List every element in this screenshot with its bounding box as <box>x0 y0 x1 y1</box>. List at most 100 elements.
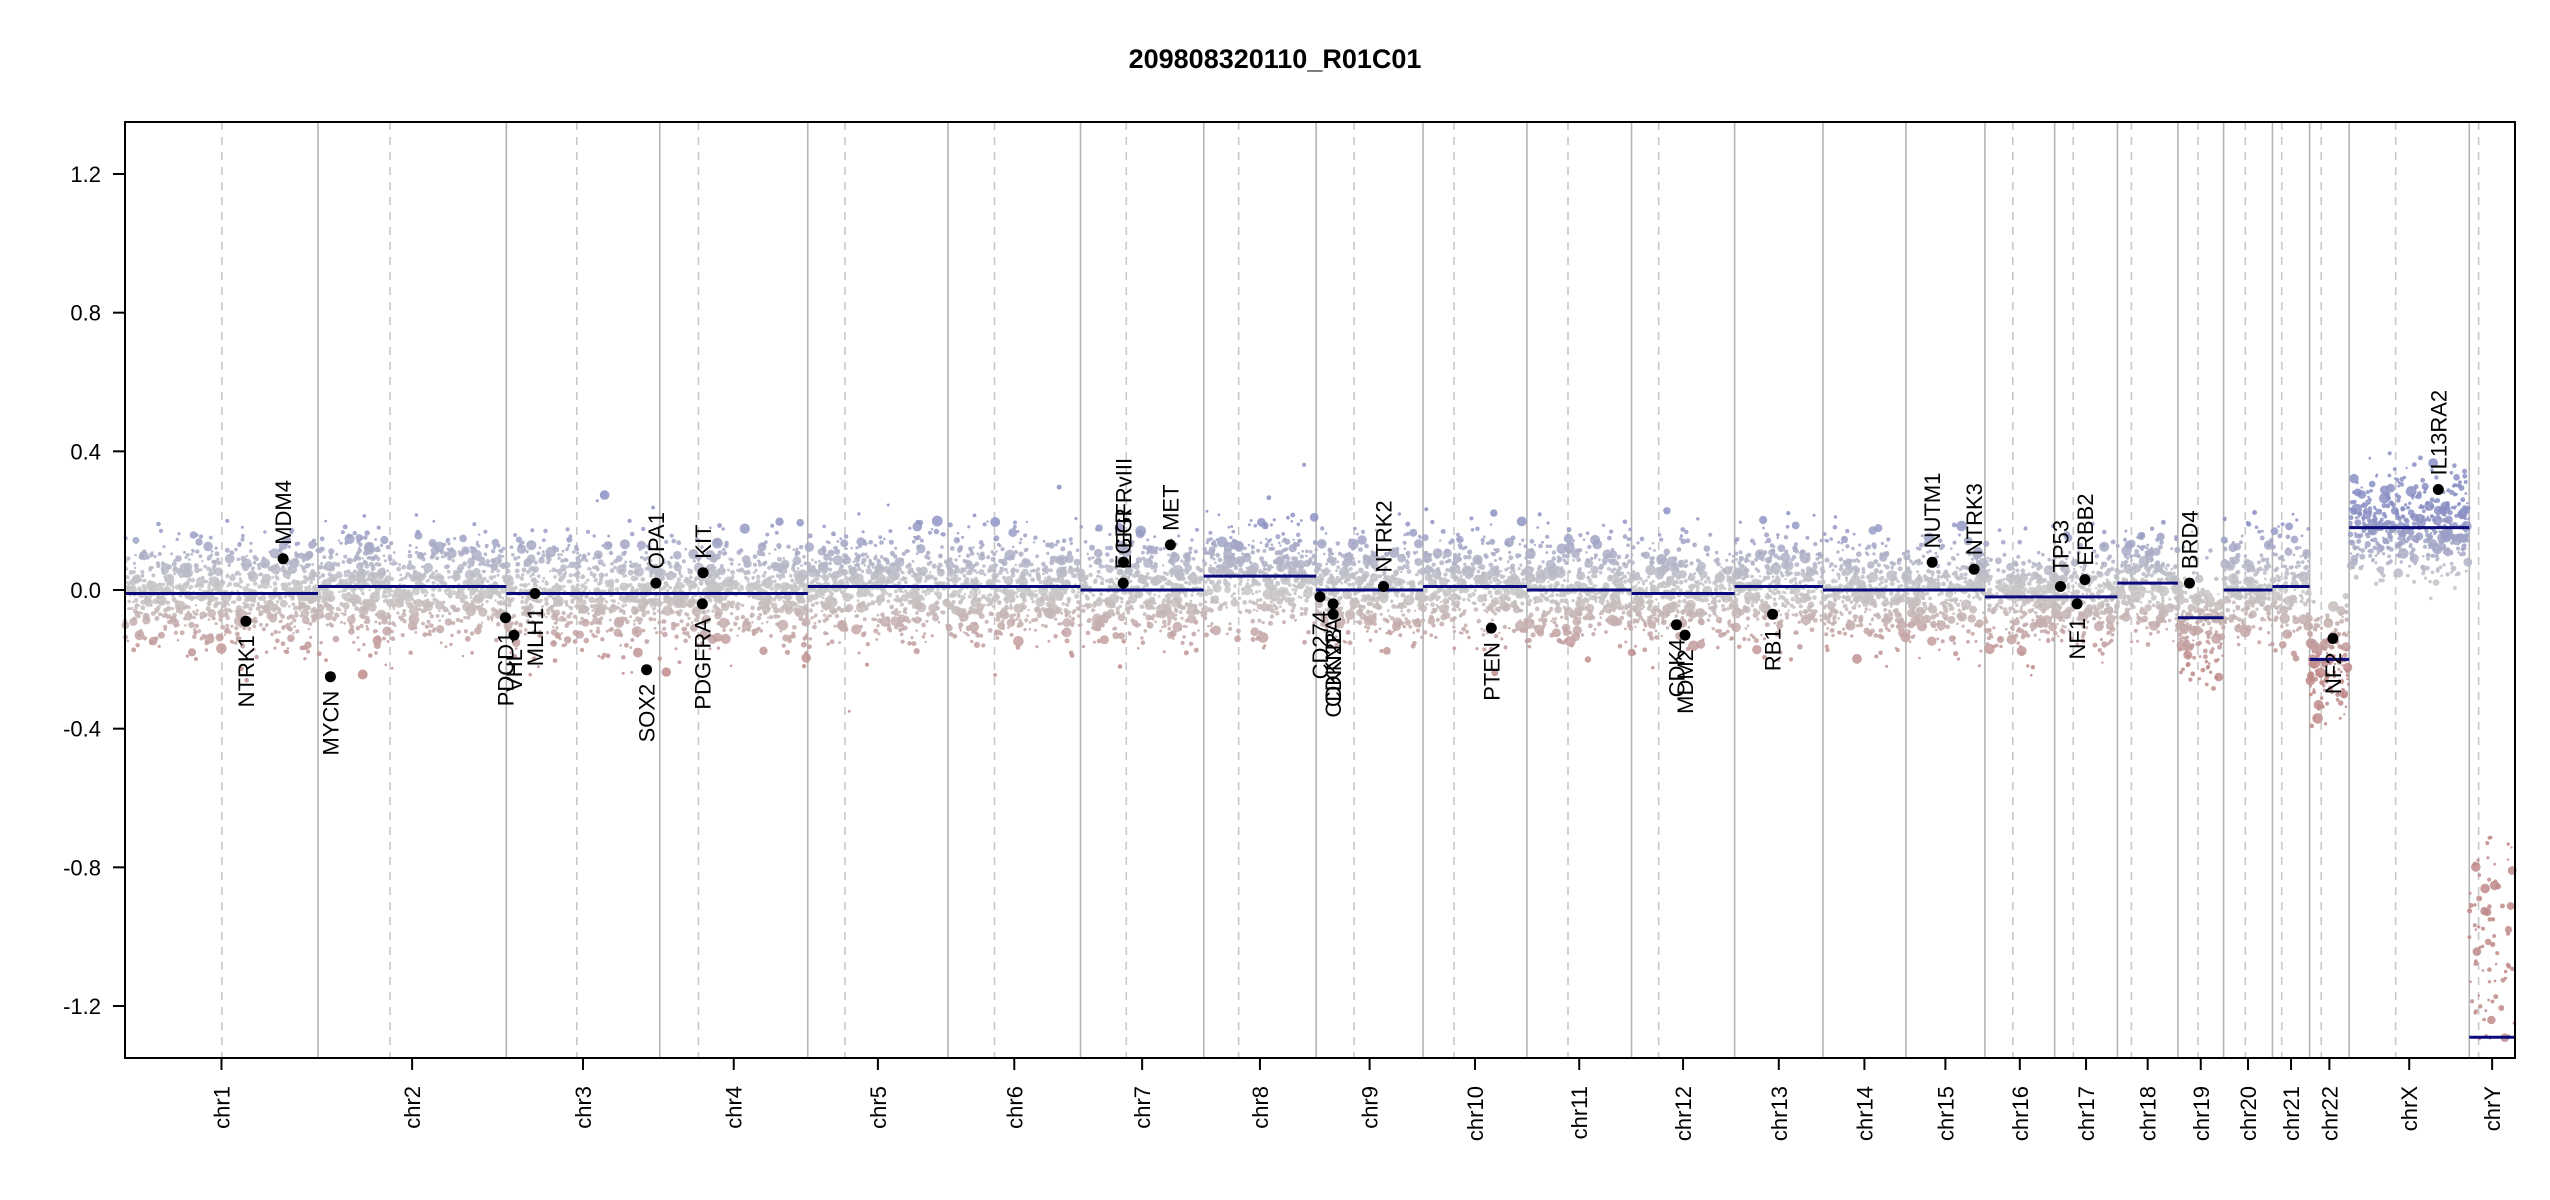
probe-point <box>136 614 141 619</box>
probe-point <box>1146 538 1150 542</box>
probe-point <box>886 599 891 604</box>
probe-point <box>655 631 659 635</box>
probe-point <box>816 591 820 594</box>
probe-point <box>183 550 187 554</box>
probe-point <box>237 614 242 619</box>
probe-point <box>713 570 717 574</box>
probe-point <box>311 618 317 623</box>
probe-point <box>1131 607 1135 611</box>
probe-point <box>197 629 202 633</box>
probe-point <box>595 634 598 638</box>
probe-point <box>814 560 818 564</box>
probe-point <box>327 577 331 581</box>
probe-point <box>956 531 960 535</box>
probe-point <box>1275 534 1281 540</box>
probe-point <box>993 593 999 598</box>
probe-point <box>1252 601 1256 605</box>
probe-point <box>1106 601 1110 605</box>
probe-point <box>463 616 467 620</box>
probe-point <box>876 613 880 617</box>
probe-point <box>633 623 636 626</box>
probe-point <box>633 566 644 577</box>
probe-point <box>311 563 315 566</box>
probe-point <box>1006 589 1016 598</box>
probe-point <box>796 567 800 570</box>
probe-point <box>837 606 841 610</box>
probe-point <box>1217 605 1223 612</box>
probe-point <box>789 585 793 588</box>
probe-point <box>978 569 985 575</box>
probe-point <box>287 589 291 593</box>
probe-point <box>751 621 754 624</box>
probe-point <box>821 575 825 579</box>
probe-point <box>764 540 768 544</box>
probe-point <box>1198 602 1203 607</box>
probe-point <box>1285 555 1291 561</box>
probe-point <box>668 585 673 590</box>
probe-point <box>617 602 620 605</box>
probe-point <box>1068 650 1074 656</box>
probe-point <box>260 578 266 584</box>
probe-point <box>1100 619 1104 623</box>
probe-point <box>1061 627 1072 638</box>
probe-point <box>888 539 894 545</box>
probe-point <box>971 597 976 602</box>
probe-point <box>461 546 470 555</box>
probe-point <box>1115 610 1121 616</box>
probe-point <box>940 545 944 549</box>
probe-point <box>1167 626 1172 631</box>
probe-point <box>278 630 281 634</box>
probe-point <box>773 614 779 619</box>
probe-point <box>198 588 202 591</box>
probe-point <box>792 625 797 630</box>
probe-point <box>1247 584 1252 589</box>
probe-point <box>525 550 529 554</box>
probe-point <box>265 650 269 654</box>
probe-point <box>317 600 321 603</box>
probe-point <box>428 632 432 637</box>
probe-point <box>856 537 866 547</box>
probe-point <box>572 561 581 569</box>
probe-point <box>184 556 188 560</box>
probe-point <box>183 617 187 621</box>
probe-point <box>273 646 277 650</box>
probe-point <box>784 649 791 655</box>
probe-point <box>158 528 164 534</box>
probe-point <box>749 614 754 618</box>
probe-point <box>511 553 515 557</box>
probe-point <box>782 588 785 592</box>
probe-point <box>302 575 306 579</box>
probe-point <box>957 612 961 616</box>
probe-point <box>613 628 622 637</box>
probe-point <box>853 564 857 567</box>
probe-point <box>363 541 375 553</box>
probe-point <box>552 658 558 663</box>
probe-point <box>150 551 154 554</box>
probe-point <box>967 525 971 529</box>
probe-point <box>238 541 242 546</box>
probe-point <box>650 605 653 608</box>
probe-point <box>1216 536 1228 548</box>
probe-point <box>1262 563 1267 568</box>
probe-point <box>1211 625 1221 636</box>
probe-point <box>986 594 990 597</box>
probe-point <box>817 619 822 624</box>
probe-point <box>855 575 859 579</box>
probe-point <box>758 600 764 606</box>
probe-point <box>362 642 366 647</box>
probe-point <box>1225 632 1229 636</box>
probe-point <box>517 555 521 560</box>
probe-point <box>389 576 395 582</box>
probe-point <box>240 643 246 649</box>
probe-point <box>467 570 471 573</box>
probe-point <box>589 604 594 609</box>
probe-point <box>288 560 294 566</box>
probe-point <box>653 626 657 630</box>
probe-point <box>211 559 216 564</box>
probe-point <box>901 551 906 557</box>
probe-point <box>134 604 139 610</box>
probe-point <box>298 601 307 610</box>
probe-point <box>1249 569 1253 574</box>
probe-point <box>490 569 495 574</box>
probe-point <box>481 621 484 624</box>
